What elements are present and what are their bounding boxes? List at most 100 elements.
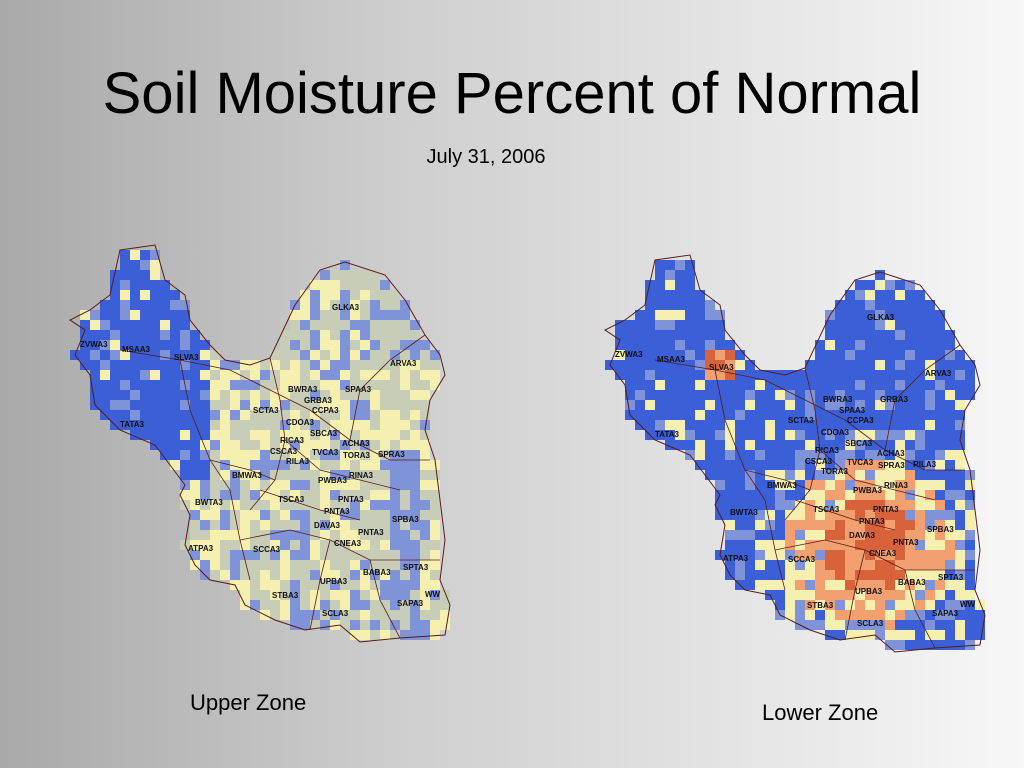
basin-label: ARVA3 (390, 359, 417, 368)
sub-basin-boundary (179, 359, 251, 581)
basin-label: BWTA3 (730, 508, 758, 517)
basin-label: TSCA3 (278, 495, 305, 504)
sub-basin-boundary (284, 439, 401, 491)
basin-label: STBA3 (272, 591, 299, 600)
basin-label: TVCA3 (312, 448, 339, 457)
basin-label: UPBA3 (855, 587, 883, 596)
basin-label: PWBA3 (318, 476, 347, 485)
basin-label: SAPA3 (397, 599, 424, 608)
basin-label: SBCA3 (310, 429, 338, 438)
upper-zone-map-svg: GLKA3 ZVWA3 MSAA3 SLVA3 ARVA3 TATA3 BWRA3 GRBA3… (69, 244, 451, 643)
basin-label: BABA3 (898, 578, 926, 587)
basin-label: PNTA3 (324, 507, 350, 516)
basin-label: CSCA3 (805, 457, 833, 466)
basin-label: SCLA3 (857, 619, 884, 628)
sub-basin-boundary (844, 549, 866, 641)
sub-basin-boundary (794, 499, 896, 531)
lower-zone-map-svg: GLKA3 ZVWA3 MSAA3 SLVA3 ARVA3 TATA3 BWRA3 SPAA3… (604, 254, 986, 653)
basin-label: SLVA3 (174, 353, 199, 362)
basin-label: MSAA3 (122, 345, 151, 354)
map-date: July 31, 2006 (426, 146, 546, 168)
basin-label: PNTA3 (873, 505, 899, 514)
sub-basin-boundary (744, 469, 811, 491)
sub-basin-boundary (119, 349, 311, 411)
basin-label: SBCA3 (845, 439, 873, 448)
basin-label: ARVA3 (925, 369, 952, 378)
raster-cells (605, 260, 985, 650)
basin-label: SCTA3 (253, 406, 279, 415)
sub-basin-boundary (209, 459, 276, 481)
sub-basin-boundary (654, 359, 846, 421)
basin-label: WW (425, 590, 441, 599)
basin-label: PNTA3 (859, 517, 885, 526)
sub-basin-boundary (259, 489, 361, 521)
basin-label: RICA3 (815, 446, 840, 455)
basin-label: CNEA3 (334, 539, 362, 548)
basin-label: RINA3 (349, 471, 374, 480)
basin-label: RILA3 (913, 460, 937, 469)
basin-label: TORA3 (821, 467, 849, 476)
basin-label: SPBA3 (392, 515, 419, 524)
sub-basin-boundary (309, 409, 430, 461)
basin-label: MSAA3 (657, 355, 686, 364)
basin-label: SPRA3 (878, 461, 905, 470)
sub-basin-boundary (844, 419, 965, 471)
basin-label: SPAA3 (839, 406, 866, 415)
basin-label: CNEA3 (869, 549, 897, 558)
basin-label: ZVWA3 (80, 340, 108, 349)
sub-basin-boundary (904, 569, 936, 649)
basin-label: TORA3 (343, 451, 371, 460)
basin-label: DAVA3 (314, 521, 340, 530)
basin-outline (69, 244, 451, 643)
sub-basin-boundary (349, 334, 426, 441)
basin-label: WW (960, 600, 976, 609)
basin-label: SCLA3 (322, 609, 349, 618)
basin-label: BWRA3 (823, 395, 853, 404)
raster-cells (70, 250, 450, 640)
basin-label: SPAA3 (345, 385, 372, 394)
basin-label: TATA3 (120, 420, 145, 429)
basin-label: ACHA3 (877, 449, 905, 458)
basin-label: TATA3 (655, 430, 680, 439)
basin-label: GRBA3 (304, 396, 333, 405)
upper-zone-map: GLKA3 ZVWA3 MSAA3 SLVA3 ARVA3 TATA3 BWRA3 GRBA3… (60, 240, 460, 650)
basin-label: PNTA3 (358, 528, 384, 537)
slide-title: Soil Moisture Percent of Normal (102, 61, 922, 126)
basin-label: TVCA3 (847, 458, 874, 467)
basin-label: CCPA3 (847, 416, 874, 425)
basin-label: PWBA3 (853, 486, 882, 495)
basin-label: DAVA3 (849, 531, 875, 540)
basin-label: CDOA3 (821, 428, 850, 437)
basin-label: RICA3 (280, 436, 305, 445)
basin-label: SCCA3 (253, 545, 281, 554)
basin-label: SPTA3 (938, 573, 964, 582)
basin-label: STBA3 (807, 601, 834, 610)
basin-label: GRBA3 (880, 395, 909, 404)
basin-label: PNTA3 (338, 495, 364, 504)
basin-label: CSCA3 (270, 447, 298, 456)
basin-label: SCTA3 (788, 416, 814, 425)
basin-label: BMWA3 (232, 471, 262, 480)
basin-label: BWTA3 (195, 498, 223, 507)
basin-label: SAPA3 (932, 609, 959, 618)
basin-label: ZVWA3 (615, 350, 643, 359)
basin-label: ATPA3 (188, 544, 214, 553)
basin-outline (604, 254, 986, 653)
basin-label: BWRA3 (288, 385, 318, 394)
sub-basin-boundary (369, 559, 401, 639)
sub-basin-boundary (714, 369, 786, 591)
sub-basin-boundary (884, 344, 961, 451)
basin-label: SPBA3 (927, 525, 954, 534)
sub-basin-boundary (309, 539, 331, 631)
basin-label: RINA3 (884, 481, 909, 490)
basin-label: CDOA3 (286, 418, 315, 427)
basin-label: UPBA3 (320, 577, 348, 586)
basin-label: ACHA3 (342, 439, 370, 448)
basin-label: TSCA3 (813, 505, 840, 514)
basin-label: SPRA3 (378, 450, 405, 459)
basin-label: BMWA3 (767, 481, 797, 490)
basin-label: SLVA3 (709, 363, 734, 372)
basin-label: PNTA3 (893, 538, 919, 547)
basin-label: SCCA3 (788, 555, 816, 564)
basin-label: RILA3 (286, 457, 310, 466)
